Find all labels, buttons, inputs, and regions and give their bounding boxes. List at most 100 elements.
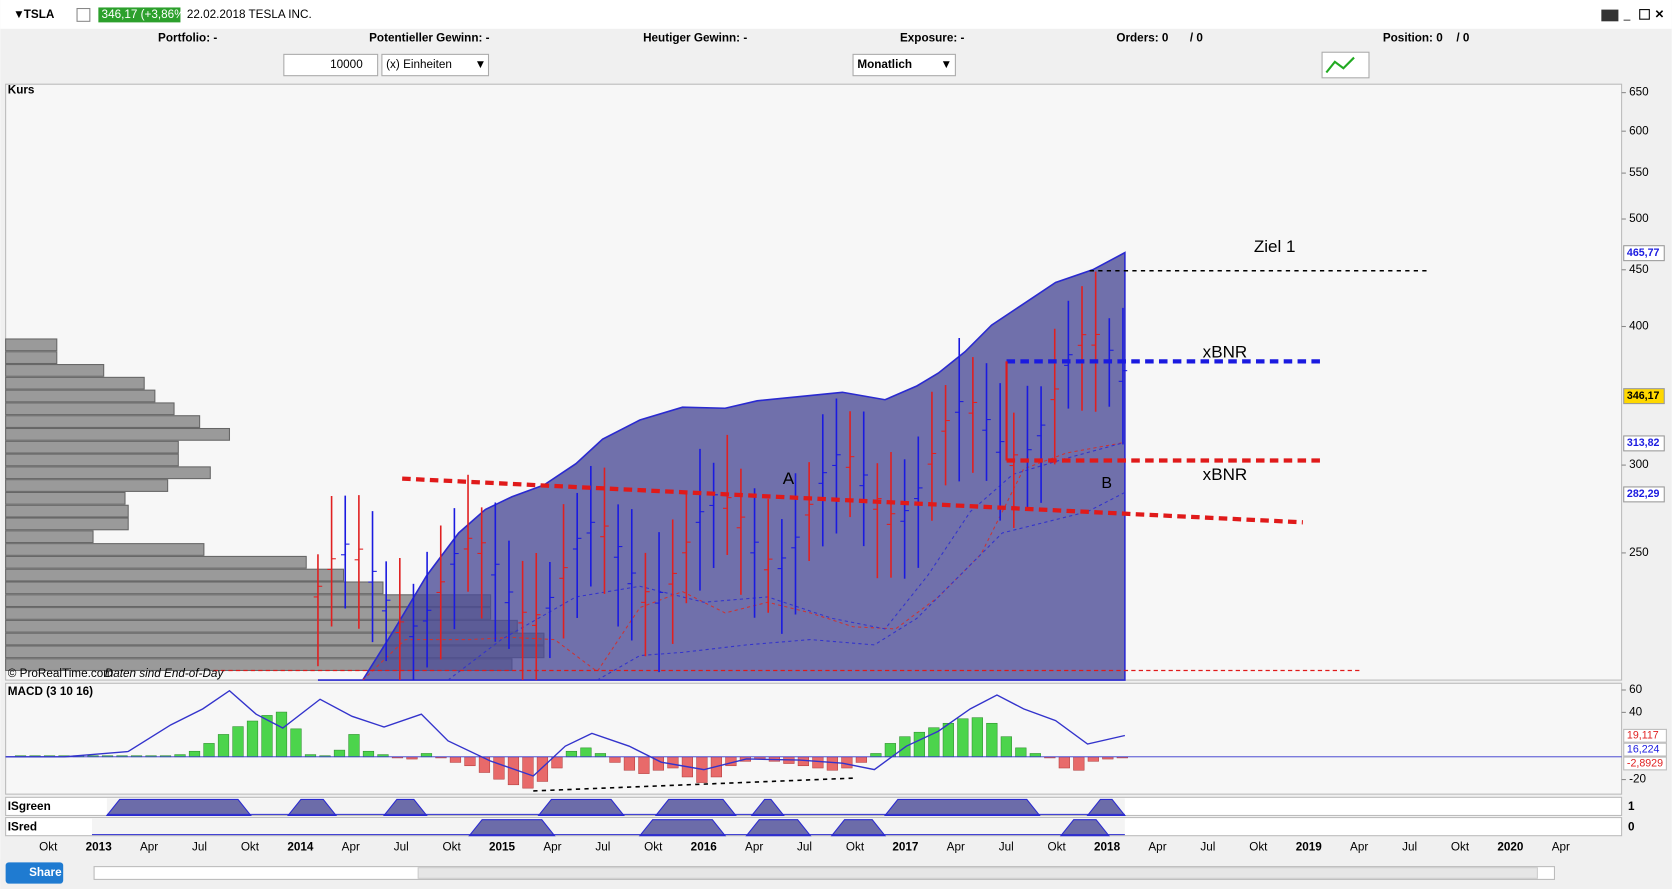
period[interactable]: Monatlich <box>857 58 912 71</box>
macd-bar <box>971 717 983 758</box>
macd-bar <box>362 750 375 758</box>
price-badge <box>1623 388 1665 405</box>
profile-bar <box>5 568 345 582</box>
macd-bar <box>942 722 954 758</box>
y-tick-label: 400 <box>1629 320 1649 333</box>
dropdown-arrow[interactable]: ▼ <box>940 58 952 71</box>
macd-badge <box>1623 728 1667 743</box>
macd-bar <box>1029 753 1041 758</box>
x-tick-label: Okt <box>443 841 462 854</box>
profile-bar <box>5 555 307 569</box>
macd-bar <box>986 722 998 758</box>
macd-bar <box>188 750 201 758</box>
x-tick-label: Okt <box>846 841 865 854</box>
macd-panel <box>5 682 1623 795</box>
macd-bar <box>855 756 867 763</box>
annotation: B <box>1101 475 1112 492</box>
maximize[interactable] <box>1639 9 1650 20</box>
top-bar <box>0 0 1672 29</box>
close[interactable]: ✕ <box>1655 8 1665 21</box>
x-tick-label: 2020 <box>1497 841 1524 854</box>
macd-bar <box>246 720 259 758</box>
x-tick-label: Jul <box>394 841 409 854</box>
macd-bar <box>594 753 607 758</box>
profile-bar <box>5 389 156 403</box>
x-tick-label: Apr <box>745 841 763 854</box>
y-tick-label: 600 <box>1629 124 1649 137</box>
y-tick-label: 550 <box>1629 166 1649 179</box>
unit[interactable]: (x) Einheiten <box>386 58 452 71</box>
indicator-signal <box>1086 798 1126 816</box>
x-tick-label: 2017 <box>892 841 918 854</box>
quote: 346,17 (+3,86%) <box>102 8 189 21</box>
quantity-input[interactable] <box>283 53 379 77</box>
note: Daten sind End-of-Day <box>105 667 225 680</box>
summary-row: Portfolio: - Potentieller Gewinn: - Heutig… <box>158 31 1470 44</box>
macd-bar <box>826 756 838 771</box>
x-tick-label: Jul <box>595 841 610 854</box>
indicator-signal <box>654 798 737 816</box>
period-select[interactable] <box>852 53 956 77</box>
minimize[interactable]: _ <box>1623 8 1631 21</box>
indicator-signal <box>745 819 812 837</box>
macd-bar <box>841 756 853 769</box>
dropdown-arrow[interactable]: ▼ <box>13 8 25 21</box>
annotation: xBNR <box>1203 342 1248 361</box>
price-badge-label: 313,82 <box>1627 437 1660 449</box>
share-button[interactable] <box>5 862 64 884</box>
share-label[interactable]: Share <box>29 866 62 879</box>
profile-bar <box>5 466 211 480</box>
summary-item: Orders: 0 <box>1116 31 1169 44</box>
indicator-signal <box>382 798 428 816</box>
x-tick-label: Jul <box>1402 841 1417 854</box>
annotation: xBNR <box>1203 465 1248 484</box>
price-badge <box>1623 245 1665 262</box>
indicator-signal <box>830 819 887 837</box>
profile-bar <box>5 453 179 467</box>
price-badge-label: 346,17 <box>1627 390 1660 402</box>
macd-bar <box>464 756 476 767</box>
symbol[interactable]: TSLA <box>24 8 55 21</box>
macd-bar <box>493 756 505 780</box>
profile-bar <box>5 415 201 428</box>
x-tick-label: Apr <box>947 841 965 854</box>
x-tick-label: Okt <box>644 841 663 854</box>
macd-bar <box>348 734 360 758</box>
indicator-signal <box>883 798 1041 816</box>
dropdown-arrow[interactable]: ▼ <box>475 58 487 71</box>
macd-badge <box>1623 756 1667 771</box>
unit-select[interactable] <box>381 53 490 77</box>
y-tick-label: 300 <box>1629 458 1649 471</box>
macd-bar <box>1073 756 1085 771</box>
x-tick-label: Apr <box>1148 841 1166 854</box>
macd-bar <box>275 711 288 758</box>
indicator-signal <box>1059 819 1110 837</box>
keyboard-icon[interactable] <box>1601 9 1619 22</box>
profile-bar <box>5 581 384 595</box>
x-tick-label: Jul <box>999 841 1014 854</box>
indicator-signal <box>638 819 727 837</box>
panel-title: MACD (3 10 16) <box>8 685 93 698</box>
summary-item: Exposure: - <box>900 31 965 44</box>
info-icon[interactable] <box>76 7 91 22</box>
summary-item: / 0 <box>1190 31 1204 44</box>
indicator-panels: ISgreen 1 ISred 0 <box>5 796 1635 837</box>
y-tick-label: 60 <box>1629 683 1643 696</box>
macd-bar <box>203 743 215 758</box>
x-axis: Okt 2013 Apr Jul Okt 2014 Apr Jul Okt 2015 Apr Jul O… <box>39 841 1570 854</box>
summary-item: / 0 <box>1456 31 1470 44</box>
macd-bar <box>536 756 549 782</box>
y-tick-label: 650 <box>1629 86 1649 99</box>
macd-badge-label: -2,8929 <box>1627 757 1663 769</box>
scroll-thumb[interactable] <box>417 867 1538 879</box>
summary-item: Potentieller Gewinn: - <box>369 31 490 44</box>
x-tick-label: Jul <box>192 841 207 854</box>
y-tick-label: 40 <box>1629 705 1643 718</box>
macd-bar <box>1015 747 1027 758</box>
profile-bar <box>5 402 175 416</box>
x-tick-label: Okt <box>39 841 58 854</box>
x-tick-label: 2014 <box>287 841 314 854</box>
quantity[interactable]: 10000 <box>330 58 363 71</box>
macd-bar <box>623 756 636 771</box>
profile-bar <box>5 543 205 556</box>
